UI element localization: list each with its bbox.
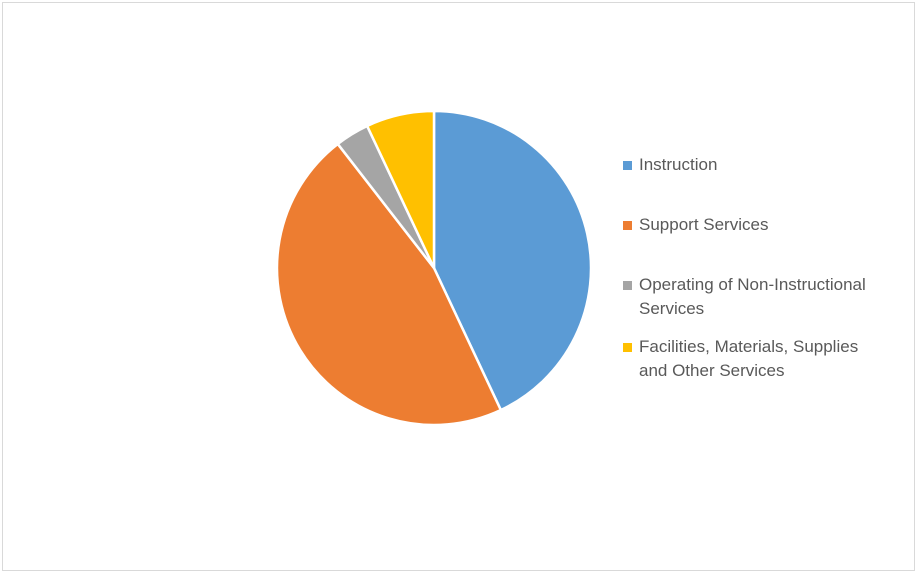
legend-swatch-facilities-materials — [623, 343, 632, 352]
legend-label-instruction: Instruction — [639, 155, 718, 174]
legend-swatch-non-instructional-services — [623, 281, 632, 290]
legend-item-support-services: Support Services — [623, 213, 913, 237]
legend: Instruction Support Services Operating o… — [623, 153, 913, 397]
legend-swatch-support-services — [623, 221, 632, 230]
pie-slice-instruction — [432, 109, 593, 412]
pie-slice-support-services — [275, 142, 503, 427]
pie-chart — [275, 109, 593, 427]
pie-slice-facilities-materials — [365, 109, 436, 270]
legend-label-facilities-materials: Facilities, Materials, Supplies and Othe… — [639, 337, 859, 380]
legend-label-support-services: Support Services — [639, 215, 769, 234]
legend-label-non-instructional-services: Operating of Non-Instructional Services — [639, 275, 866, 318]
legend-item-facilities-materials: Facilities, Materials, Supplies and Othe… — [623, 335, 913, 383]
legend-item-non-instructional-services: Operating of Non-Instructional Services — [623, 273, 913, 321]
legend-item-instruction: Instruction — [623, 153, 913, 177]
legend-swatch-instruction — [623, 161, 632, 170]
